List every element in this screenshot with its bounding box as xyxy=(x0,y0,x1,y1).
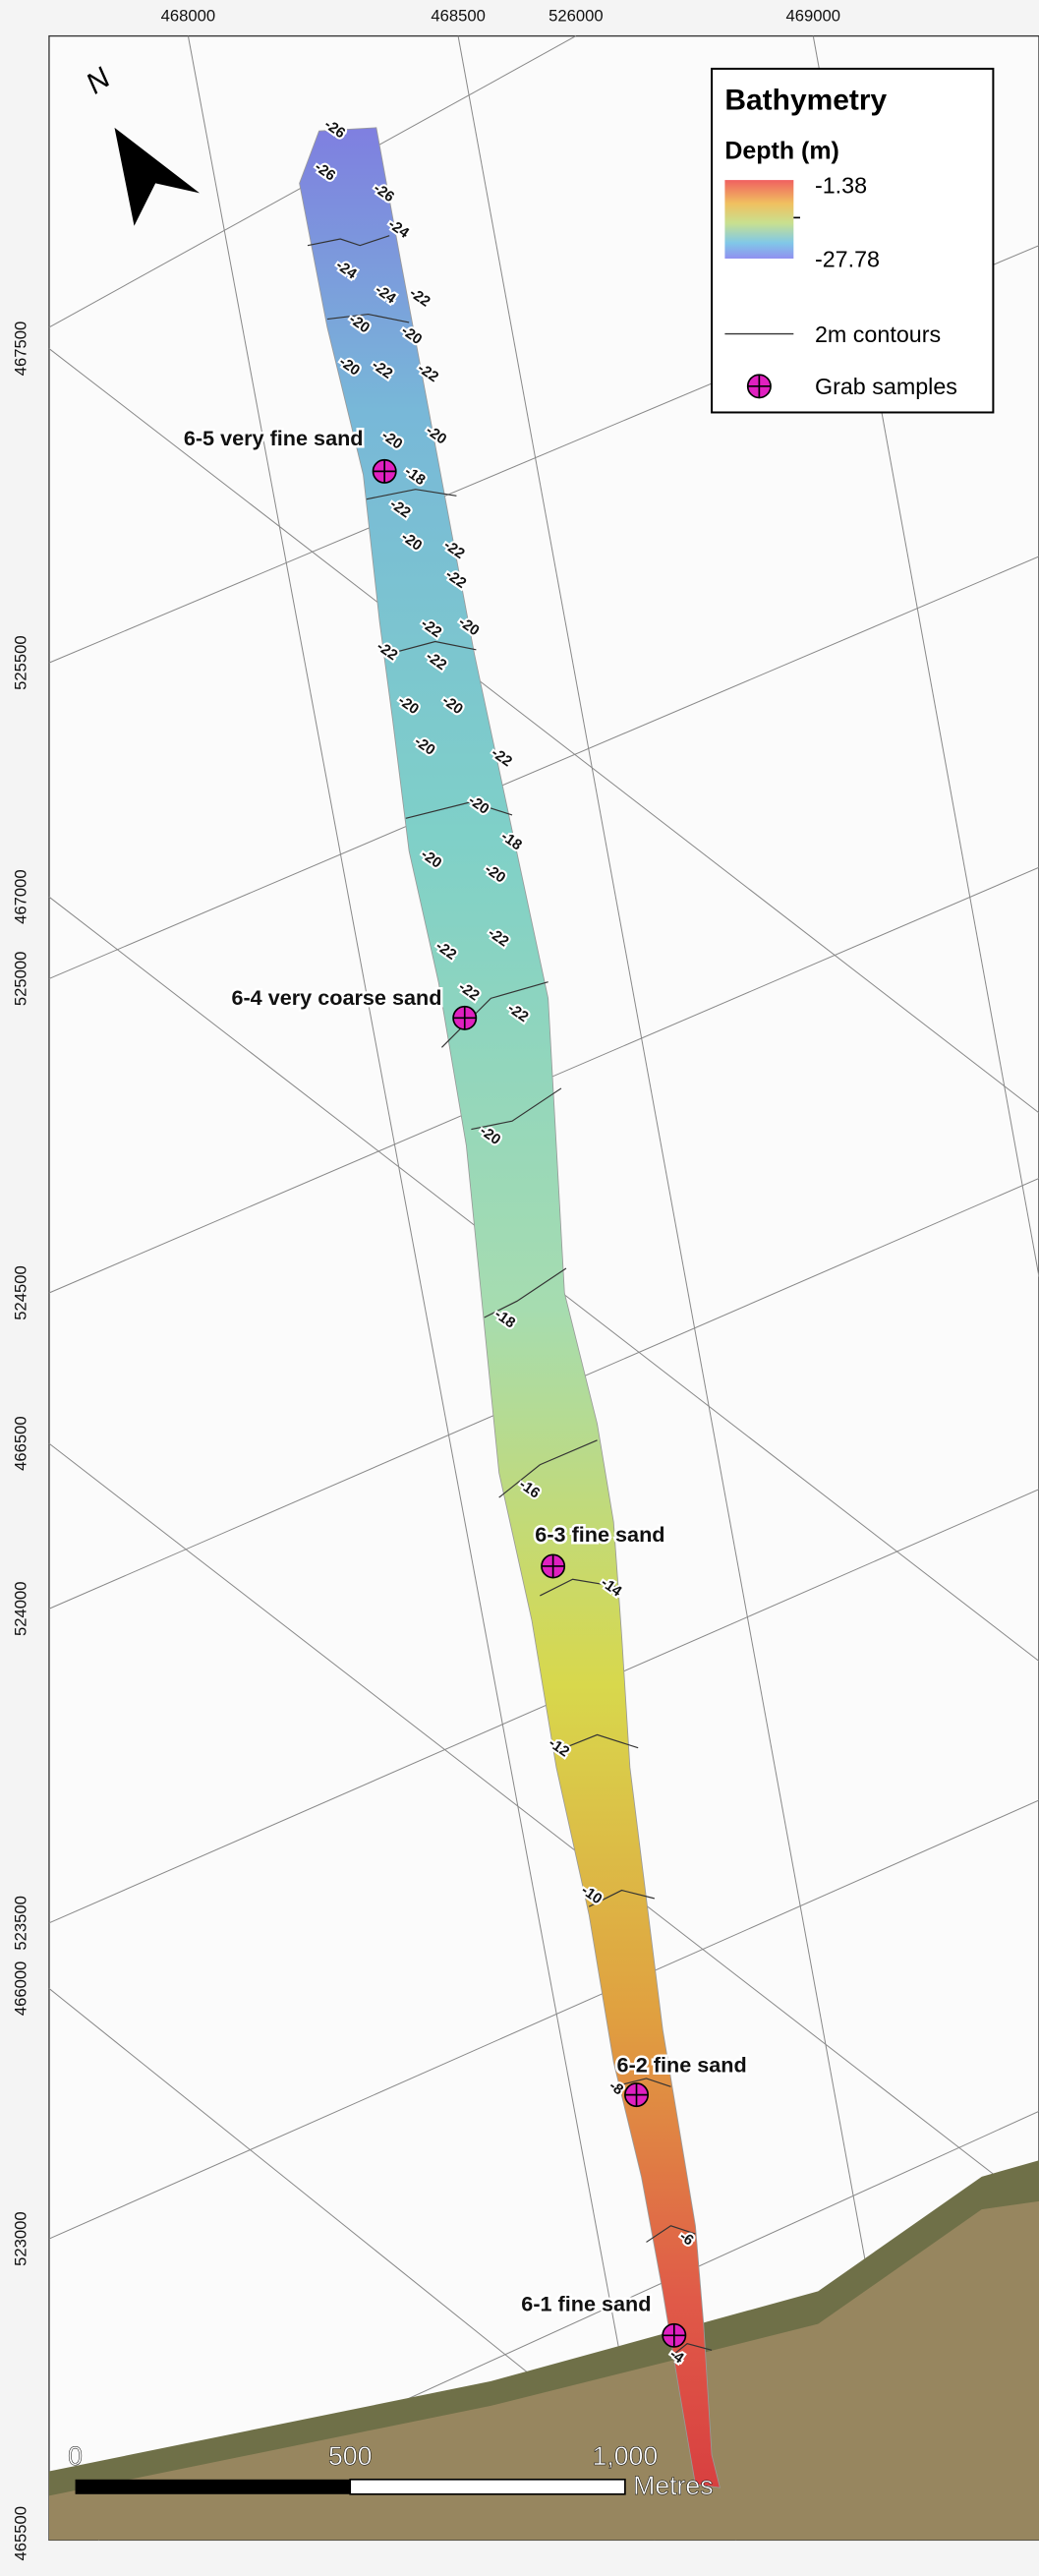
legend-title: Bathymetry xyxy=(724,85,887,117)
left-axis-label: 466500 xyxy=(12,1416,30,1470)
left-axis-label: 524000 xyxy=(12,1582,30,1636)
left-axis-label: 466000 xyxy=(12,1961,30,2016)
top-axis-label: 468000 xyxy=(161,7,215,26)
left-axis-label: 467000 xyxy=(12,869,30,923)
legend-max: -1.38 xyxy=(815,172,867,198)
legend-min: -27.78 xyxy=(815,246,880,271)
left-axis-label: 523500 xyxy=(12,1896,30,1950)
left-axis-label: 465500 xyxy=(12,2506,30,2560)
left-axis-label: 524500 xyxy=(12,1265,30,1319)
scale-label: 1,000 xyxy=(593,2441,659,2471)
legend: Bathymetry Depth (m) -1.38 -27.78 2m con… xyxy=(712,69,993,413)
map: -26-26-26-24-24-24-22-20-20-22-22-20-20-… xyxy=(0,0,1039,2576)
legend-samples: Grab samples xyxy=(815,374,957,399)
legend-subtitle: Depth (m) xyxy=(724,137,838,164)
left-axis-label: 525000 xyxy=(12,952,30,1006)
scale-unit: Metres xyxy=(633,2471,713,2500)
left-axis-label: 467500 xyxy=(12,322,30,376)
legend-contours: 2m contours xyxy=(815,322,941,347)
sample-label: 6-2 fine sand xyxy=(617,2052,747,2077)
top-axis-label: 526000 xyxy=(548,7,603,26)
scale-label: 0 xyxy=(68,2441,83,2471)
top-axis-label: 469000 xyxy=(786,7,840,26)
legend-ramp xyxy=(724,180,793,259)
scale-segment xyxy=(76,2480,351,2494)
scale-label: 500 xyxy=(328,2441,372,2471)
left-axis-label: 525500 xyxy=(12,635,30,689)
left-axis-label: 523000 xyxy=(12,2211,30,2265)
scale-segment xyxy=(350,2480,625,2494)
top-axis-label: 468500 xyxy=(431,7,485,26)
sample-label: 6-5 very fine sand xyxy=(184,426,364,450)
sample-label: 6-1 fine sand xyxy=(521,2291,651,2315)
sample-label: 6-3 fine sand xyxy=(535,1522,664,1547)
sample-label: 6-4 very coarse sand xyxy=(231,985,441,1010)
